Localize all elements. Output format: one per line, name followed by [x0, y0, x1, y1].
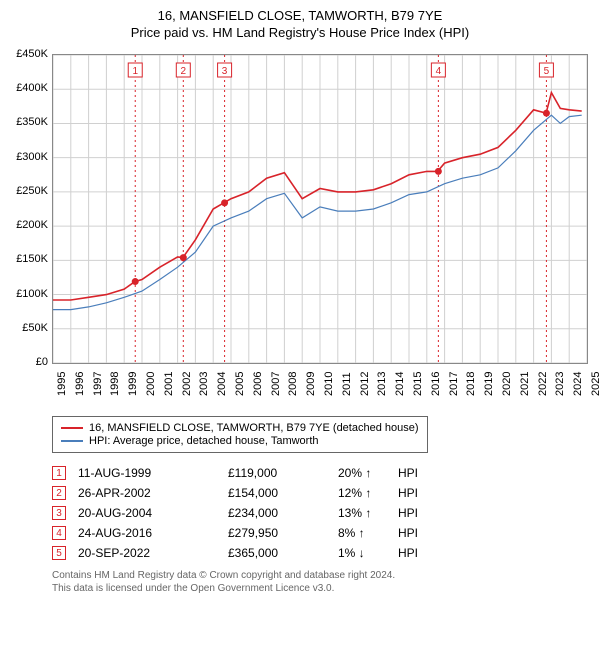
x-tick-label: 2016 [430, 372, 442, 396]
x-tick-label: 2007 [270, 372, 282, 396]
sale-price: £234,000 [228, 506, 338, 520]
sale-marker-box: 1 [52, 466, 66, 480]
sale-marker-box: 3 [52, 506, 66, 520]
sale-price: £119,000 [228, 466, 338, 480]
sale-pct: 20% ↑ [338, 466, 398, 480]
sale-suffix: HPI [398, 466, 458, 480]
x-tick-label: 2011 [341, 372, 353, 396]
footnote-line-1: Contains HM Land Registry data © Crown c… [52, 569, 586, 582]
sale-row: 4 24-AUG-2016£279,9508% ↑HPI [52, 523, 586, 543]
x-tick-label: 1997 [92, 372, 104, 396]
sale-suffix: HPI [398, 526, 458, 540]
y-tick-label: £200K [4, 219, 48, 231]
sale-row: 1 11-AUG-1999£119,00020% ↑HPI [52, 463, 586, 483]
sale-row: 5 20-SEP-2022£365,0001% ↓HPI [52, 543, 586, 563]
sale-price: £279,950 [228, 526, 338, 540]
x-tick-label: 2003 [198, 372, 210, 396]
y-tick-label: £350K [4, 116, 48, 128]
legend-label: HPI: Average price, detached house, Tamw… [89, 435, 319, 447]
x-tick-label: 2023 [554, 372, 566, 396]
svg-text:5: 5 [544, 66, 550, 77]
sale-marker-box: 2 [52, 486, 66, 500]
sale-suffix: HPI [398, 506, 458, 520]
x-tick-label: 2005 [234, 372, 246, 396]
sale-row: 3 20-AUG-2004£234,00013% ↑HPI [52, 503, 586, 523]
svg-text:1: 1 [132, 66, 138, 77]
x-tick-label: 2019 [483, 372, 495, 396]
legend-item: 16, MANSFIELD CLOSE, TAMWORTH, B79 7YE (… [61, 422, 419, 434]
x-tick-label: 2013 [376, 372, 388, 396]
x-tick-label: 2017 [448, 372, 460, 396]
title-block: 16, MANSFIELD CLOSE, TAMWORTH, B79 7YE P… [4, 8, 596, 40]
plot-svg: 1 2 3 4 5 [53, 55, 587, 363]
x-tick-label: 2018 [465, 372, 477, 396]
y-tick-label: £100K [4, 288, 48, 300]
x-tick-label: 1995 [56, 372, 68, 396]
y-tick-label: £450K [4, 48, 48, 60]
x-tick-label: 2002 [181, 372, 193, 396]
sale-suffix: HPI [398, 486, 458, 500]
x-tick-label: 2008 [287, 372, 299, 396]
x-tick-label: 1999 [127, 372, 139, 396]
x-tick-label: 2024 [572, 372, 584, 396]
y-tick-label: £250K [4, 185, 48, 197]
svg-text:4: 4 [436, 66, 442, 77]
x-tick-label: 2020 [501, 372, 513, 396]
legend-swatch [61, 427, 83, 429]
svg-text:3: 3 [222, 66, 228, 77]
x-tick-label: 2000 [145, 372, 157, 396]
x-tick-label: 2025 [590, 372, 600, 396]
sale-pct: 13% ↑ [338, 506, 398, 520]
x-tick-label: 2004 [216, 372, 228, 396]
x-tick-label: 2014 [394, 372, 406, 396]
sale-date: 24-AUG-2016 [78, 526, 228, 540]
sale-price: £154,000 [228, 486, 338, 500]
sale-date: 20-SEP-2022 [78, 546, 228, 560]
x-tick-label: 2022 [537, 372, 549, 396]
x-tick-label: 1998 [109, 372, 121, 396]
x-tick-label: 2001 [163, 372, 175, 396]
sale-date: 20-AUG-2004 [78, 506, 228, 520]
footnote: Contains HM Land Registry data © Crown c… [52, 569, 586, 595]
x-tick-label: 2009 [305, 372, 317, 396]
sale-pct: 1% ↓ [338, 546, 398, 560]
x-tick-label: 2006 [252, 372, 264, 396]
legend: 16, MANSFIELD CLOSE, TAMWORTH, B79 7YE (… [52, 416, 428, 453]
x-tick-label: 2015 [412, 372, 424, 396]
legend-item: HPI: Average price, detached house, Tamw… [61, 435, 419, 447]
sale-price: £365,000 [228, 546, 338, 560]
sale-pct: 8% ↑ [338, 526, 398, 540]
sale-row: 2 26-APR-2002£154,00012% ↑HPI [52, 483, 586, 503]
sale-pct: 12% ↑ [338, 486, 398, 500]
y-tick-label: £150K [4, 253, 48, 265]
x-tick-label: 2021 [519, 372, 531, 396]
sale-marker-box: 5 [52, 546, 66, 560]
legend-label: 16, MANSFIELD CLOSE, TAMWORTH, B79 7YE (… [89, 422, 419, 434]
sale-date: 11-AUG-1999 [78, 466, 228, 480]
plot-region: 1 2 3 4 5 [52, 54, 588, 364]
x-tick-label: 2012 [359, 372, 371, 396]
x-tick-label: 1996 [74, 372, 86, 396]
y-tick-label: £50K [4, 322, 48, 334]
y-tick-label: £400K [4, 82, 48, 94]
sale-suffix: HPI [398, 546, 458, 560]
sale-date: 26-APR-2002 [78, 486, 228, 500]
chart-container: 16, MANSFIELD CLOSE, TAMWORTH, B79 7YE P… [0, 0, 600, 603]
footnote-line-2: This data is licensed under the Open Gov… [52, 582, 586, 595]
svg-text:2: 2 [181, 66, 187, 77]
sale-marker-box: 4 [52, 526, 66, 540]
sales-table: 111-AUG-1999£119,00020% ↑HPI226-APR-2002… [52, 463, 586, 563]
title-line-1: 16, MANSFIELD CLOSE, TAMWORTH, B79 7YE [4, 8, 596, 23]
y-tick-label: £300K [4, 151, 48, 163]
chart-area: 1 2 3 4 5 £0 £50K £100K £150K £200K £250K £300K £35… [4, 48, 596, 408]
legend-swatch [61, 440, 83, 442]
title-line-2: Price paid vs. HM Land Registry's House … [4, 25, 596, 40]
x-tick-label: 2010 [323, 372, 335, 396]
y-tick-label: £0 [4, 356, 48, 368]
